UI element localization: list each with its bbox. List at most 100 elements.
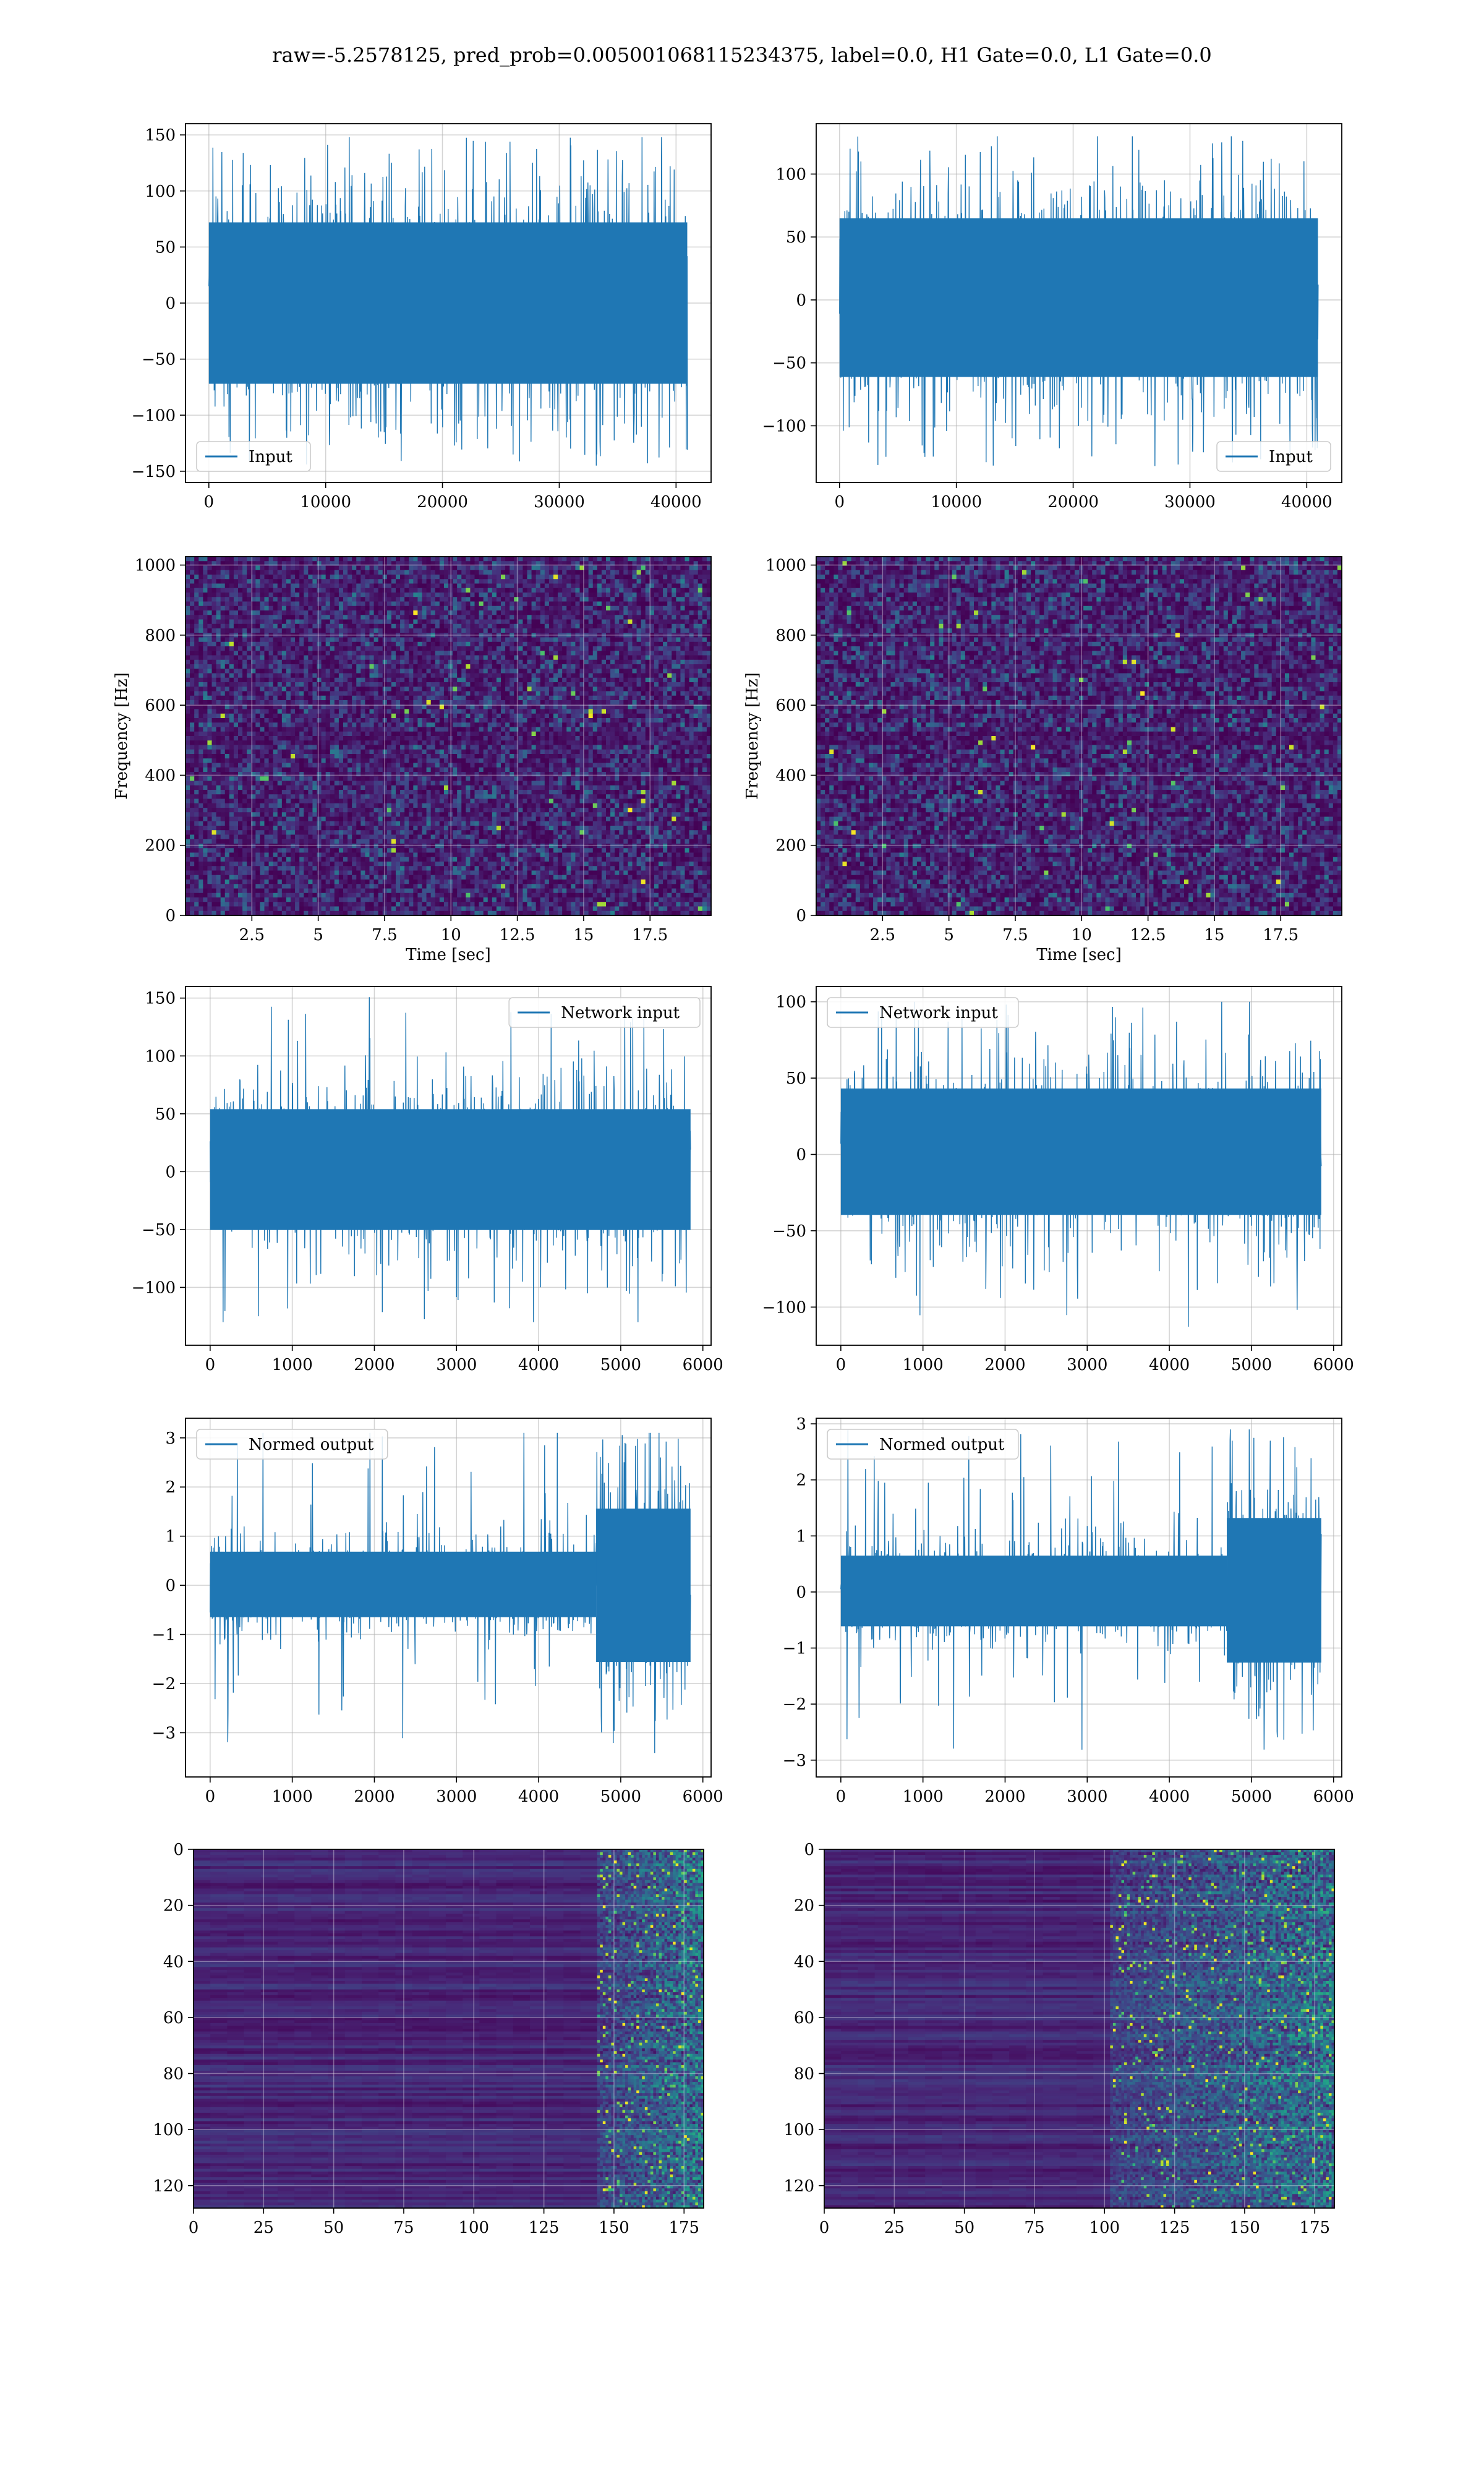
heatmap-cell <box>229 727 234 732</box>
heatmap-cell <box>396 557 401 562</box>
heatmap-cell <box>422 602 427 607</box>
heatmap-cell <box>558 687 563 691</box>
heatmap-cell <box>370 610 375 615</box>
heatmap-cell <box>654 624 659 629</box>
heatmap-cell <box>505 602 510 607</box>
heatmap-cell <box>413 638 418 643</box>
heatmap-cell <box>339 602 344 607</box>
heatmap-cell <box>348 566 352 571</box>
heatmap-cell <box>532 584 537 589</box>
heatmap-cell <box>326 597 331 602</box>
heatmap-cell <box>190 696 195 701</box>
heatmap-cell <box>689 678 694 683</box>
heatmap-cell <box>322 628 326 633</box>
heatmap-cell <box>606 722 611 727</box>
heatmap-cell <box>229 579 234 584</box>
heatmap-cell <box>540 656 545 661</box>
heatmap-cell <box>619 687 624 691</box>
heatmap-cell <box>203 638 208 643</box>
heatmap-cell <box>466 714 471 719</box>
heatmap-cell <box>444 597 449 602</box>
heatmap-cell <box>545 628 550 633</box>
heatmap-cell <box>685 732 690 737</box>
heatmap-cell <box>404 593 409 597</box>
heatmap-cell <box>260 682 265 687</box>
heatmap-cell <box>378 651 383 656</box>
heatmap-cell <box>593 584 598 589</box>
heatmap-cell <box>654 687 659 691</box>
heatmap-cell <box>265 638 270 643</box>
heatmap-cell <box>497 646 501 651</box>
heatmap-cell <box>694 669 699 674</box>
heatmap-cell <box>497 624 501 629</box>
heatmap-cell <box>619 570 624 575</box>
heatmap-cell <box>304 687 309 691</box>
heatmap-cell <box>409 718 414 723</box>
heatmap-cell <box>431 664 436 669</box>
heatmap-cell <box>497 669 501 674</box>
heatmap-cell <box>571 674 576 678</box>
heatmap-cell <box>663 588 668 593</box>
heatmap-cell <box>190 709 195 714</box>
heatmap-cell <box>553 638 558 643</box>
heatmap-cell <box>207 566 212 571</box>
heatmap-cell <box>566 584 571 589</box>
heatmap-cell <box>374 646 379 651</box>
heatmap-cell <box>238 718 243 723</box>
heatmap-cell <box>623 696 628 701</box>
heatmap-cell <box>299 624 304 629</box>
heatmap-cell <box>212 602 217 607</box>
heatmap-cell <box>637 682 642 687</box>
heatmap-cell <box>615 610 620 615</box>
heatmap-cell <box>255 687 260 691</box>
heatmap-cell <box>360 557 365 562</box>
heatmap-cell <box>322 638 326 643</box>
heatmap-cell <box>216 646 221 651</box>
heatmap-cell <box>501 638 506 643</box>
heatmap-cell <box>475 646 480 651</box>
heatmap-cell <box>553 615 558 620</box>
legend-label: Input <box>1269 448 1313 466</box>
heatmap-cell <box>326 593 331 597</box>
heatmap-cell <box>265 575 270 580</box>
heatmap-cell <box>242 669 247 674</box>
heatmap-cell <box>545 646 550 651</box>
heatmap-cell <box>497 597 501 602</box>
heatmap-cell <box>370 624 375 629</box>
heatmap-cell <box>409 709 414 714</box>
y-tick-label: 150 <box>145 126 176 145</box>
heatmap-cell <box>457 660 462 665</box>
heatmap-cell <box>497 588 501 593</box>
heatmap-cell <box>575 669 580 674</box>
heatmap-cell <box>207 624 212 629</box>
heatmap-cell <box>404 646 409 651</box>
heatmap-cell <box>694 674 699 678</box>
heatmap-cell <box>466 664 471 669</box>
heatmap-cell <box>400 714 405 719</box>
heatmap-cell <box>260 656 265 661</box>
heatmap-cell <box>623 628 628 633</box>
heatmap-cell <box>203 602 208 607</box>
heatmap-cell <box>633 570 638 575</box>
heatmap-cell <box>510 674 514 678</box>
heatmap-cell <box>339 696 344 701</box>
heatmap-cell <box>667 570 672 575</box>
heatmap-cell <box>488 597 493 602</box>
heatmap-cell <box>356 584 361 589</box>
heatmap-cell <box>484 714 488 719</box>
heatmap-cell <box>308 646 313 651</box>
heatmap-cell <box>593 610 598 615</box>
heatmap-cell <box>265 714 270 719</box>
heatmap-cell <box>584 687 589 691</box>
heatmap-cell <box>637 714 642 719</box>
heatmap-cell <box>641 620 646 625</box>
heatmap-cell <box>348 651 352 656</box>
heatmap-cell <box>536 566 541 571</box>
heatmap-cell <box>269 727 274 732</box>
heatmap-cell <box>694 722 699 727</box>
heatmap-cell <box>273 687 278 691</box>
heatmap-cell <box>475 628 480 633</box>
heatmap-cell <box>575 696 580 701</box>
heatmap-cell <box>497 651 501 656</box>
heatmap-cell <box>278 736 283 741</box>
